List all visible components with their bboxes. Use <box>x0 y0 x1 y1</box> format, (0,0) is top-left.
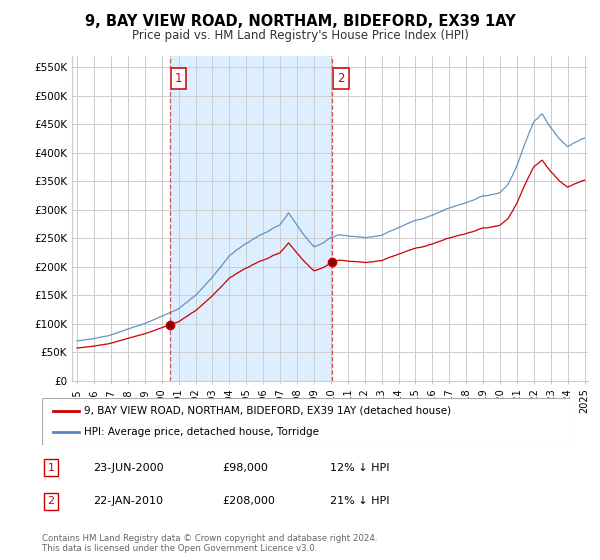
Text: 9, BAY VIEW ROAD, NORTHAM, BIDEFORD, EX39 1AY: 9, BAY VIEW ROAD, NORTHAM, BIDEFORD, EX3… <box>85 14 515 29</box>
Text: 2: 2 <box>47 496 55 506</box>
Text: 22-JAN-2010: 22-JAN-2010 <box>93 496 163 506</box>
Text: 21% ↓ HPI: 21% ↓ HPI <box>330 496 389 506</box>
Text: 1: 1 <box>175 72 182 85</box>
Text: 1: 1 <box>47 463 55 473</box>
Text: 9, BAY VIEW ROAD, NORTHAM, BIDEFORD, EX39 1AY (detached house): 9, BAY VIEW ROAD, NORTHAM, BIDEFORD, EX3… <box>84 406 451 416</box>
Text: Contains HM Land Registry data © Crown copyright and database right 2024.
This d: Contains HM Land Registry data © Crown c… <box>42 534 377 553</box>
FancyBboxPatch shape <box>42 398 570 445</box>
Text: HPI: Average price, detached house, Torridge: HPI: Average price, detached house, Torr… <box>84 427 319 437</box>
Bar <box>170 56 332 381</box>
Text: 23-JUN-2000: 23-JUN-2000 <box>93 463 164 473</box>
Text: 2: 2 <box>337 72 344 85</box>
Text: 12% ↓ HPI: 12% ↓ HPI <box>330 463 389 473</box>
Text: £98,000: £98,000 <box>222 463 268 473</box>
Text: £208,000: £208,000 <box>222 496 275 506</box>
Text: Price paid vs. HM Land Registry's House Price Index (HPI): Price paid vs. HM Land Registry's House … <box>131 29 469 42</box>
